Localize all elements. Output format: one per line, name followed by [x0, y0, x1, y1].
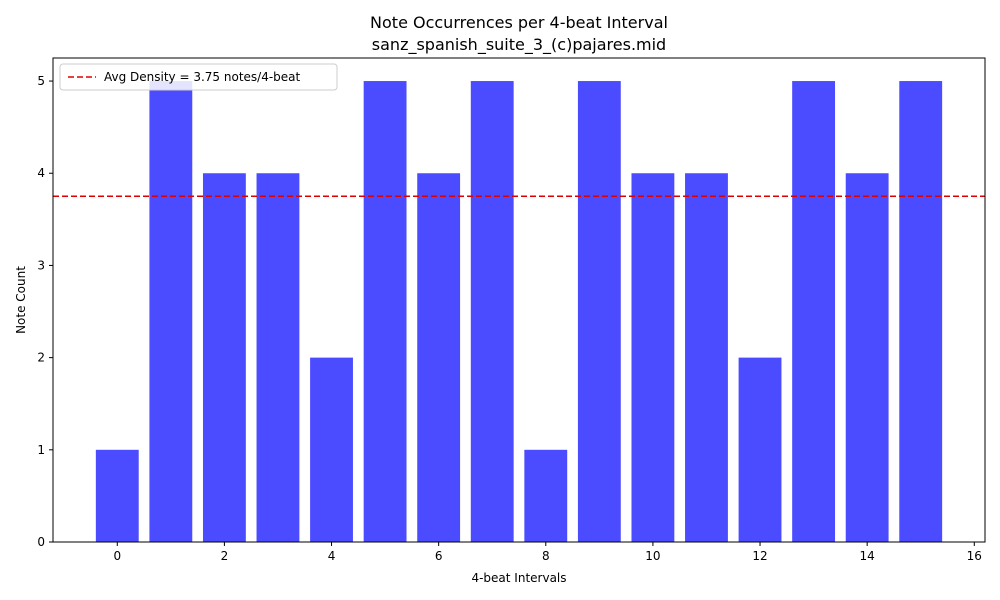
bar-8: [524, 449, 568, 542]
x-tick-label: 14: [860, 549, 875, 563]
x-tick-label: 16: [967, 549, 982, 563]
bar-3: [256, 173, 300, 542]
bar-1: [149, 81, 193, 543]
y-tick-label: 2: [37, 351, 45, 365]
y-tick-label: 0: [37, 535, 45, 549]
bar-7: [470, 81, 514, 543]
bar-5: [363, 81, 407, 543]
bar-12: [738, 357, 782, 542]
bar-10: [631, 173, 675, 542]
bar-4: [310, 357, 353, 542]
bar-13: [792, 81, 836, 543]
chart-subtitle: sanz_spanish_suite_3_(c)pajares.mid: [372, 35, 666, 55]
x-tick-label: 4: [328, 549, 336, 563]
x-axis-label: 4-beat Intervals: [471, 571, 566, 585]
y-tick-label: 5: [37, 74, 45, 88]
x-tick-label: 8: [542, 549, 550, 563]
y-axis-ticks: 0 1 2 3 4 5: [37, 74, 53, 549]
y-tick-label: 1: [37, 443, 45, 457]
x-tick-label: 0: [113, 549, 121, 563]
x-tick-label: 6: [435, 549, 443, 563]
bar-0: [95, 449, 139, 542]
bars-group: [95, 81, 943, 543]
bar-2: [202, 173, 246, 542]
plot-frame: [52, 57, 986, 543]
y-tick-label: 3: [37, 258, 45, 272]
bar-9: [577, 81, 621, 543]
legend: Avg Density = 3.75 notes/4-beat: [59, 63, 338, 91]
bar-11: [685, 173, 728, 542]
y-axis-label: Note Count: [14, 266, 28, 334]
legend-box: [59, 63, 338, 91]
legend-label: Avg Density = 3.75 notes/4-beat: [104, 70, 301, 84]
x-tick-label: 10: [645, 549, 660, 563]
x-tick-label: 12: [752, 549, 767, 563]
chart-title: Note Occurrences per 4-beat Interval: [370, 13, 668, 32]
bar-6: [417, 173, 461, 542]
y-tick-label: 4: [37, 166, 45, 180]
bar-15: [899, 81, 943, 543]
bar-14: [845, 173, 889, 542]
x-tick-label: 2: [221, 549, 229, 563]
x-axis-ticks: 0 2 4 6 8 10 12 14 16: [113, 542, 982, 563]
